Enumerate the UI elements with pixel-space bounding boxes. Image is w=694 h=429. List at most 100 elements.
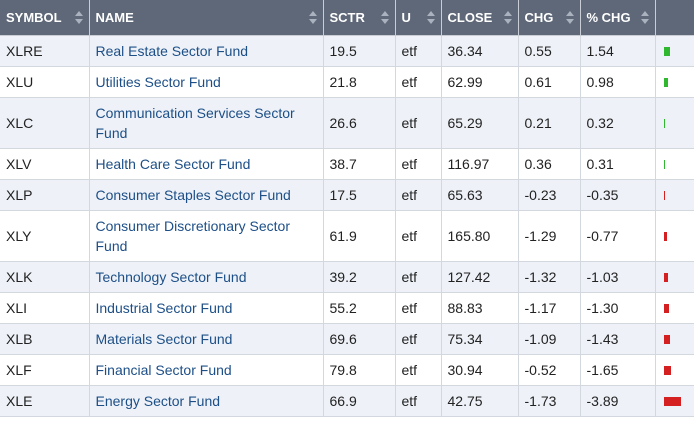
change-bar xyxy=(663,231,667,241)
header-label: NAME xyxy=(95,10,134,25)
name-cell[interactable]: Energy Sector Fund xyxy=(89,385,324,417)
symbol-cell: XLU xyxy=(0,66,90,98)
close-cell: 65.63 xyxy=(441,179,519,211)
percent-change-cell: 0.98 xyxy=(580,66,656,98)
table-row[interactable]: XLRE Real Estate Sector Fund 19.5 etf 36.34 0… xyxy=(0,35,694,67)
table-row[interactable]: XLI Industrial Sector Fund 55.2 etf 88.83 -1.… xyxy=(0,292,694,324)
name-cell[interactable]: Real Estate Sector Fund xyxy=(89,35,324,67)
change-bar-cell xyxy=(655,210,694,262)
universe-cell: etf xyxy=(395,292,442,324)
sort-icon xyxy=(74,11,83,24)
change-bar-cell xyxy=(655,97,694,149)
column-header[interactable]: SYMBOL xyxy=(0,0,90,36)
name-cell[interactable]: Communication Services Sector Fund xyxy=(89,97,324,149)
change-cell: -1.29 xyxy=(518,210,581,262)
table-row[interactable]: XLK Technology Sector Fund 39.2 etf 127.42 -1… xyxy=(0,261,694,293)
percent-change-cell: 1.54 xyxy=(580,35,656,67)
sort-icon xyxy=(380,11,389,24)
header-label: % CHG xyxy=(586,10,631,25)
change-cell: -0.23 xyxy=(518,179,581,211)
name-cell[interactable]: Utilities Sector Fund xyxy=(89,66,324,98)
name-cell[interactable]: Materials Sector Fund xyxy=(89,323,324,355)
sctr-cell: 26.6 xyxy=(323,97,396,149)
change-cell: 0.61 xyxy=(518,66,581,98)
close-cell: 62.99 xyxy=(441,66,519,98)
change-bar-cell xyxy=(655,261,694,293)
sctr-cell: 38.7 xyxy=(323,148,396,180)
column-header[interactable]: U xyxy=(395,0,442,36)
sctr-cell: 61.9 xyxy=(323,210,396,262)
universe-cell: etf xyxy=(395,97,442,149)
name-cell[interactable]: Technology Sector Fund xyxy=(89,261,324,293)
change-bar xyxy=(663,159,665,169)
change-bar xyxy=(663,272,669,282)
universe-cell: etf xyxy=(395,148,442,180)
percent-change-cell: -0.35 xyxy=(580,179,656,211)
symbol-cell: XLF xyxy=(0,354,90,386)
sort-arrow xyxy=(308,19,317,24)
close-cell: 36.34 xyxy=(441,35,519,67)
name-cell[interactable]: Consumer Discretionary Sector Fund xyxy=(89,210,324,262)
column-header[interactable]: SCTR xyxy=(323,0,396,36)
change-bar xyxy=(663,396,681,406)
sort-arrow xyxy=(565,19,574,24)
change-bar xyxy=(663,365,671,375)
table-row[interactable]: XLB Materials Sector Fund 69.6 etf 75.34 -1.0… xyxy=(0,323,694,355)
sort-arrow xyxy=(565,11,574,16)
sort-arrow xyxy=(426,11,435,16)
change-cell: -1.17 xyxy=(518,292,581,324)
name-cell[interactable]: Health Care Sector Fund xyxy=(89,148,324,180)
table-row[interactable]: XLV Health Care Sector Fund 38.7 etf 116.97 0… xyxy=(0,148,694,180)
header-label: SYMBOL xyxy=(6,10,62,25)
change-bar-cell xyxy=(655,323,694,355)
symbol-cell: XLV xyxy=(0,148,90,180)
close-cell: 88.83 xyxy=(441,292,519,324)
sort-icon xyxy=(640,11,649,24)
sort-arrow xyxy=(74,11,83,16)
header-label: SCTR xyxy=(329,10,365,25)
change-bar-cell xyxy=(655,385,694,417)
table-row[interactable]: XLU Utilities Sector Fund 21.8 etf 62.99 0.61… xyxy=(0,66,694,98)
column-header[interactable]: CHG xyxy=(518,0,581,36)
column-header[interactable]: % CHG xyxy=(580,0,656,36)
sctr-cell: 69.6 xyxy=(323,323,396,355)
change-bar-cell xyxy=(655,292,694,324)
change-bar xyxy=(663,190,666,200)
name-cell[interactable]: Consumer Staples Sector Fund xyxy=(89,179,324,211)
sort-arrow xyxy=(308,11,317,16)
close-cell: 65.29 xyxy=(441,97,519,149)
table-row[interactable]: XLY Consumer Discretionary Sector Fund 61.… xyxy=(0,210,694,262)
change-cell: 0.21 xyxy=(518,97,581,149)
symbol-cell: XLRE xyxy=(0,35,90,67)
symbol-cell: XLY xyxy=(0,210,90,262)
table-body: XLRE Real Estate Sector Fund 19.5 etf 36.34 0… xyxy=(0,35,694,417)
percent-change-cell: -1.43 xyxy=(580,323,656,355)
percent-change-cell: -0.77 xyxy=(580,210,656,262)
column-header[interactable]: NAME xyxy=(89,0,324,36)
table-row[interactable]: XLE Energy Sector Fund 66.9 etf 42.75 -1.73 -3… xyxy=(0,385,694,417)
universe-cell: etf xyxy=(395,210,442,262)
table-row[interactable]: XLC Communication Services Sector Fund 26.… xyxy=(0,97,694,149)
change-bar xyxy=(663,303,670,313)
table-row[interactable]: XLF Financial Sector Fund 79.8 etf 30.94 -0.5… xyxy=(0,354,694,386)
change-cell: -0.52 xyxy=(518,354,581,386)
change-bar-cell xyxy=(655,35,694,67)
sort-arrow xyxy=(426,19,435,24)
close-cell: 42.75 xyxy=(441,385,519,417)
sctr-cell: 79.8 xyxy=(323,354,396,386)
column-header[interactable]: CLOSE xyxy=(441,0,519,36)
percent-change-cell: -3.89 xyxy=(580,385,656,417)
percent-change-cell: -1.30 xyxy=(580,292,656,324)
table-row[interactable]: XLP Consumer Staples Sector Fund 17.5 etf 65… xyxy=(0,179,694,211)
close-cell: 75.34 xyxy=(441,323,519,355)
percent-change-cell: -1.65 xyxy=(580,354,656,386)
universe-cell: etf xyxy=(395,261,442,293)
close-cell: 116.97 xyxy=(441,148,519,180)
name-cell[interactable]: Industrial Sector Fund xyxy=(89,292,324,324)
change-bar xyxy=(663,77,668,87)
change-cell: -1.32 xyxy=(518,261,581,293)
universe-cell: etf xyxy=(395,66,442,98)
name-cell[interactable]: Financial Sector Fund xyxy=(89,354,324,386)
sort-arrow xyxy=(380,19,389,24)
